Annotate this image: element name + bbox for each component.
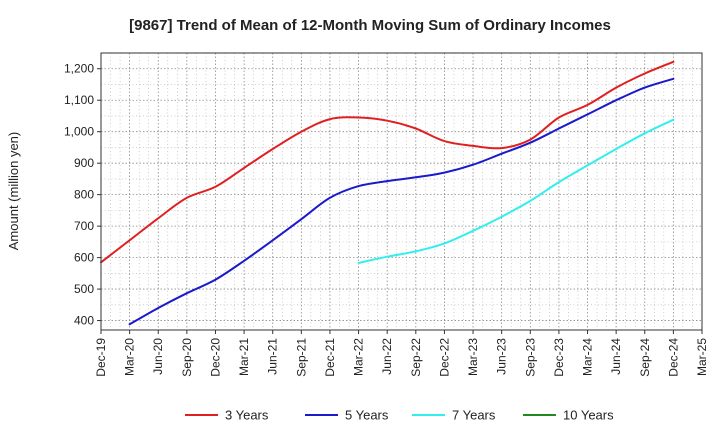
y-tick-label: 700 [74,219,94,233]
y-tick-label: 1,000 [64,125,94,139]
x-tick-label: Dec-20 [208,338,222,377]
x-tick-label: Jun-22 [380,338,394,375]
chart-title: [9867] Trend of Mean of 12-Month Moving … [129,17,611,34]
plot-frame [100,52,703,331]
series-7-years [357,118,675,264]
legend-label: 7 Years [452,408,496,423]
y-axis-label: Amount (million yen) [6,132,21,251]
x-tick-label: Sep-23 [523,338,537,377]
series-line [128,77,675,326]
series-5-years [128,77,675,326]
x-tick-label: Jun-24 [609,338,623,375]
x-tick-label: Sep-24 [638,338,652,377]
x-tick-label: Sep-22 [409,338,423,377]
x-tick-label: Mar-24 [581,338,595,376]
plot-background [101,53,702,330]
x-tick-label: Mar-23 [466,338,480,376]
legend-item-5-years: 5 Years [305,408,389,423]
x-tick-label: Dec-19 [94,338,108,377]
legend-item-10-years: 10 Years [523,408,614,423]
x-tick-label: Dec-24 [666,338,680,377]
x-tick-label: Dec-21 [323,338,337,377]
x-tick-label: Mar-25 [695,338,709,376]
x-tick-label: Mar-20 [123,338,137,376]
series-line [357,118,675,264]
y-tick-label: 600 [74,251,94,265]
x-tick-label: Mar-21 [237,338,251,376]
x-tick-label: Dec-22 [437,338,451,377]
y-tick-label: 900 [74,156,94,170]
y-tick-label: 800 [74,188,94,202]
x-tick-label: Sep-21 [294,338,308,377]
legend-label: 10 Years [563,408,614,423]
y-tick-label: 400 [74,314,94,328]
x-tick-label: Mar-22 [352,338,366,376]
x-tick-label: Sep-20 [180,338,194,377]
y-tick-label: 500 [74,282,94,296]
legend-label: 3 Years [225,408,269,423]
x-tick-label: Dec-23 [552,338,566,377]
plot-area: 400 500 600 700 800 900 1,000 1,100 1,200 Dec-19 M… [64,52,709,377]
y-tick-label: 1,100 [64,93,94,107]
x-tick-label: Jun-23 [495,338,509,375]
y-tick-label: 1,200 [64,62,94,76]
x-tick-label: Jun-21 [266,338,280,375]
legend-item-7-years: 7 Years [412,408,496,423]
legend: 3 Years 5 Years 7 Years 10 Years [185,408,614,423]
legend-label: 5 Years [345,408,389,423]
x-tick-label: Jun-20 [151,338,165,375]
legend-item-3-years: 3 Years [185,408,269,423]
